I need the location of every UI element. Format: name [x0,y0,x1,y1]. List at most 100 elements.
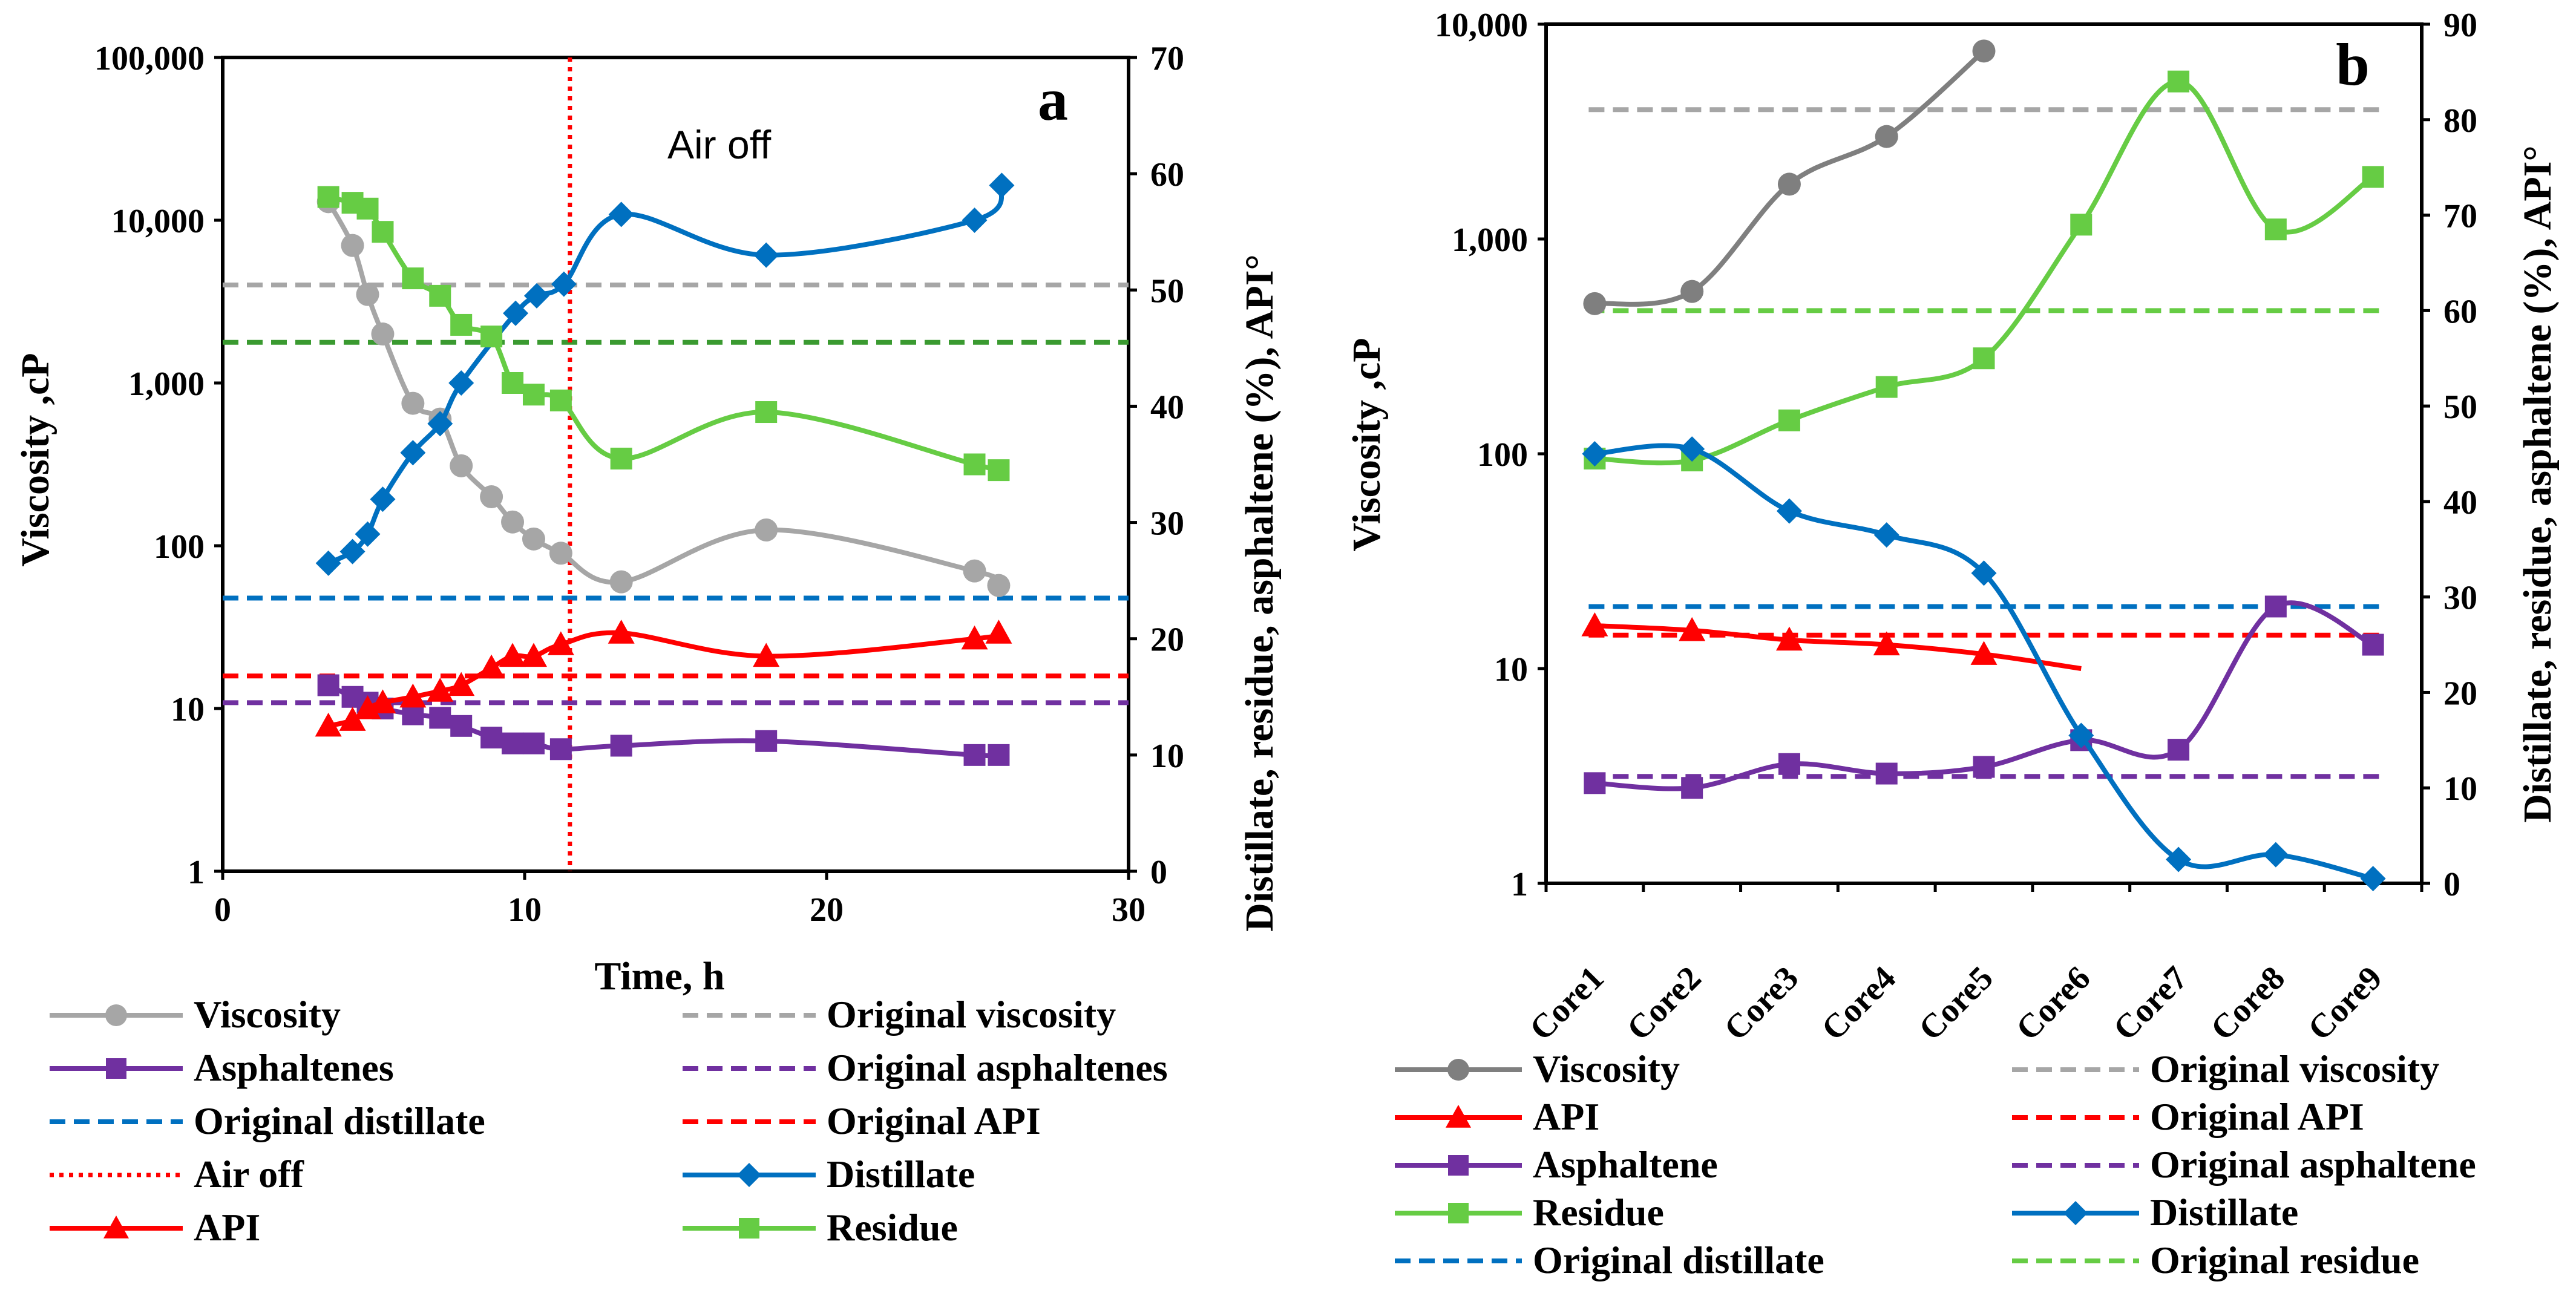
b-point-distillate [2068,722,2094,748]
b-x-tick-label-core1: Core1 [1522,959,1611,1047]
b-point-viscosity [1875,125,1898,148]
a-point-residue [610,447,632,470]
b-point-distillate [1873,522,1899,548]
b-point-residue [1778,409,1800,431]
a-point-distillate [339,538,365,565]
a-point-asphaltenes [755,730,778,752]
a-point-asphaltenes [502,732,524,754]
a-point-residue [356,197,379,220]
a-point-api [753,643,780,667]
a-point-distillate [503,300,529,326]
b-point-asphaltene [2168,739,2190,761]
a-right-tick-label-70: 70 [1150,40,1184,77]
b-point-api [1775,626,1803,651]
panel-a-left-axis-title: Viscosity ,cP [13,353,57,566]
b-point-residue [1875,376,1898,398]
a-legend-marker-residue [739,1218,759,1239]
b-point-viscosity [1680,280,1704,303]
b-point-asphaltene [1973,756,1995,778]
b-right-tick-label-70: 70 [2443,198,2477,235]
a-point-viscosity [401,391,425,415]
a-legend-label-air-off: Air off [194,1153,304,1196]
b-point-distillate [2263,842,2289,868]
panel-b-series [1581,39,2386,892]
b-point-viscosity [1972,39,1996,63]
b-point-distillate [2166,846,2192,872]
a-right-tick-label-60: 60 [1150,156,1184,194]
a-point-distillate [448,370,474,396]
a-point-distillate [753,242,779,268]
a-right-tick-label-40: 40 [1150,388,1184,426]
b-legend-marker-distillate [2063,1201,2088,1225]
b-series-line-residue [1594,79,2374,466]
a-point-asphaltenes [610,735,632,757]
a-point-distillate [315,550,341,576]
panel-b-plot-frame [1544,22,2424,885]
a-right-tick-label-50: 50 [1150,272,1184,310]
a-point-residue [402,267,424,290]
a-point-distillate [523,283,549,309]
b-point-asphaltene [1584,772,1606,794]
a-point-residue [988,459,1010,482]
b-x-tick-label-core8: Core8 [2204,959,2292,1047]
a-point-viscosity [480,485,503,509]
a-point-api [339,707,366,731]
b-series-line-api [1594,623,2082,671]
a-left-tick-label-100: 100 [154,528,205,566]
panel-a-series [315,172,1015,766]
a-legend-marker-viscosity [105,1004,127,1026]
a-point-residue [450,313,473,336]
a-point-distillate [608,201,634,227]
a-point-distillate [400,440,426,466]
b-right-tick-label-50: 50 [2443,388,2477,426]
a-legend-marker-api [103,1216,129,1239]
b-point-distillate [1582,441,1608,466]
b-point-api [1970,641,1998,665]
a-point-residue [317,186,339,208]
panel-b-right-axis-title: Distillate, residue, asphaltene (%), API… [2515,145,2560,823]
a-point-api [520,643,547,667]
a-point-residue [963,453,986,476]
panel-b-ticks [1538,22,2430,892]
b-right-tick-label-30: 30 [2443,580,2477,617]
a-point-api [369,689,396,713]
b-legend-label-original-viscosity: Original viscosity [2150,1047,2439,1090]
a-series-line-viscosity [326,200,1002,588]
a-left-tick-label-10-000: 10,000 [111,203,205,240]
panel-a-plot-frame [221,56,1130,873]
b-series-line-asphaltene [1594,600,2374,791]
panel-b-legend: Viscosity Original viscosity API Original A… [1395,1047,2476,1281]
a-point-api [315,712,342,737]
a-legend-label-api: API [194,1206,260,1249]
a-point-distillate [551,271,577,297]
a-x-tick-label-10: 10 [508,891,542,929]
b-x-tick-label-core4: Core4 [1814,959,1903,1047]
a-point-asphaltenes [963,744,986,766]
b-right-tick-label-80: 80 [2443,102,2477,140]
b-legend-marker-residue [1448,1203,1469,1223]
b-right-tick-label-60: 60 [2443,293,2477,330]
a-point-viscosity [549,542,572,565]
b-point-residue [2362,166,2384,188]
a-point-viscosity [371,322,395,346]
panel-b-reference-lines [1588,107,2379,779]
a-series-line-api [327,630,1003,728]
b-point-asphaltene [1681,777,1703,799]
b-right-tick-label-10: 10 [2443,770,2477,808]
panel-b-tick-labels: Core1 Core2 Core3 Core4 Core5 Core6 Core7 Core8… [1435,7,2477,1048]
a-legend-label-distillate: Distillate [827,1153,975,1196]
a-point-residue [502,372,524,394]
panel-b: Core1 Core2 Core3 Core4 Core5 Core6 Core7 Core8… [1345,7,2560,1281]
b-legend-marker-asphaltene [1448,1155,1469,1176]
a-left-tick-label-1: 1 [188,854,205,891]
b-left-tick-label-1-000: 1,000 [1452,221,1528,259]
b-right-tick-label-40: 40 [2443,484,2477,522]
a-point-api [448,672,475,696]
b-right-tick-label-20: 20 [2443,675,2477,712]
a-point-viscosity [987,574,1011,597]
b-point-residue [2264,218,2287,241]
b-x-tick-label-core7: Core7 [2106,959,2195,1047]
a-point-residue [429,284,451,307]
a-point-viscosity [755,518,778,542]
b-legend-label-distillate: Distillate [2150,1191,2298,1234]
